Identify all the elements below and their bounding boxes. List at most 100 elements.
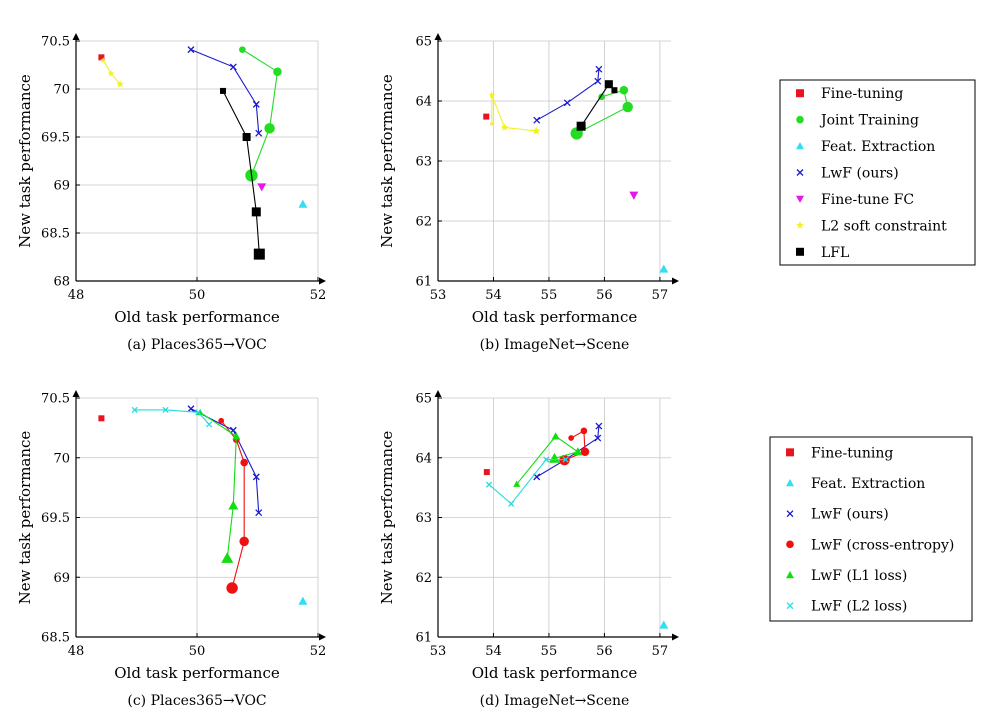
legend-entry: Feat. Extraction: [786, 476, 925, 492]
series-feat-extraction: [298, 596, 308, 605]
y-axis-arrow-icon: [434, 390, 442, 397]
data-point: [604, 80, 613, 89]
legend-label: LwF (ours): [811, 507, 889, 523]
x-axis-label: Old task performance: [114, 664, 280, 682]
legend-label: Feat. Extraction: [811, 476, 925, 492]
y-axis-label: New task performance: [378, 74, 396, 248]
x-tick-label: 57: [652, 644, 669, 659]
legend-label: L2 soft constraint: [821, 218, 947, 234]
legend-swatch-lwf-cross-entropy-icon: [786, 540, 794, 549]
series-line-lwf-ours: [536, 69, 600, 121]
data-point: [483, 469, 490, 476]
legend-label: LFL: [821, 245, 849, 261]
y-tick-label: 63: [415, 511, 432, 526]
y-tick-label: 70.5: [41, 35, 70, 50]
y-tick-label: 61: [415, 275, 432, 290]
x-axis-arrow-icon: [319, 277, 326, 285]
x-axis-arrow-icon: [672, 633, 679, 641]
y-tick-label: 61: [415, 631, 432, 646]
y-axis-arrow-icon: [72, 390, 80, 397]
x-tick-label: 54: [485, 644, 502, 659]
chart-panel-b: 53 54 55 56 57 61 62 63 64 65 Old task performance…: [378, 33, 679, 353]
series-lfl: [220, 87, 265, 260]
data-point: [264, 123, 275, 134]
data-point: [229, 63, 237, 71]
data-point: [551, 432, 560, 440]
data-point: [239, 536, 249, 547]
x-tick-label: 48: [68, 644, 85, 659]
series-line-lwf-l2-loss: [134, 409, 210, 425]
y-tick-label: 70: [53, 451, 70, 466]
data-point: [485, 481, 493, 488]
legend-entry: LwF (L1 loss): [786, 568, 907, 584]
legend-swatch-feat-extraction-icon: [786, 479, 794, 487]
legend-swatch-fine-tune-fc-icon: [796, 195, 804, 203]
chart-panel-a: 48 50 52 68 68.5 69 69.5 70 70.5 Old task perform…: [16, 33, 326, 353]
series-line-lfl: [580, 83, 615, 127]
data-point: [629, 191, 639, 200]
data-point: [229, 426, 237, 434]
legend-entry: LwF (cross-entropy): [786, 537, 954, 553]
data-point: [251, 207, 261, 217]
data-point: [257, 183, 267, 192]
data-point: [573, 447, 583, 456]
chart-panels: 48 50 52 68 68.5 69 69.5 70 70.5 Old task perform…: [16, 33, 679, 709]
data-point: [218, 417, 225, 424]
chart-caption: (d) ImageNet→Scene: [480, 693, 630, 709]
data-point: [549, 452, 560, 463]
data-point: [488, 120, 495, 127]
data-point: [239, 46, 246, 53]
data-point: [594, 77, 602, 85]
series-lwf-l1-loss: [513, 432, 583, 487]
legend-entry: Feat. Extraction: [796, 139, 935, 155]
legend-entry: LwF (L2 loss): [786, 599, 907, 615]
y-axis-arrow-icon: [434, 33, 442, 40]
chart-panel-d: 53 54 55 56 57 61 62 63 64 65 Old task performance…: [378, 390, 679, 709]
legend-label: LwF (L2 loss): [811, 599, 907, 615]
x-tick-label: 56: [596, 288, 613, 303]
y-tick-label: 70.5: [41, 392, 70, 407]
data-point: [580, 427, 588, 435]
series-line-lwf-ours: [536, 426, 600, 478]
data-point: [98, 415, 105, 422]
legend-frame: [779, 79, 976, 266]
gridlines: [438, 397, 671, 637]
data-point: [221, 552, 234, 563]
legend-entry: Fine-tune FC: [796, 192, 914, 208]
x-tick-label: 52: [310, 644, 327, 659]
data-point: [580, 447, 590, 457]
y-tick-label: 70: [53, 83, 70, 98]
y-tick-label: 68.5: [41, 631, 70, 646]
legend-top: Fine-tuning Joint Training Feat. Extractio…: [779, 79, 976, 266]
data-point: [228, 500, 239, 510]
legend-swatch-lwf-l1-loss-icon: [786, 571, 794, 579]
data-point: [576, 121, 586, 131]
series-lfl: [576, 80, 618, 131]
legend-label: Feat. Extraction: [821, 139, 935, 155]
x-axis-arrow-icon: [672, 277, 679, 285]
series-fine-tuning: [98, 415, 105, 422]
legend-label: LwF (ours): [821, 166, 899, 182]
series-line-joint-training: [242, 49, 279, 176]
y-tick-label: 62: [415, 571, 432, 586]
legend-bottom: Fine-tuning Feat. Extraction LwF (ours) LwF…: [769, 436, 973, 622]
data-point: [594, 434, 602, 442]
data-point: [531, 126, 541, 135]
legend-swatch-lwf-ours-icon: [796, 169, 804, 176]
legend-entry: LFL: [796, 245, 849, 261]
legend-label: Fine-tune FC: [821, 192, 914, 208]
legend-swatch-l2-soft-constraint-icon: [796, 221, 804, 229]
series-line-lfl: [222, 90, 260, 255]
data-point: [513, 480, 521, 487]
chart-caption: (c) Places365→VOC: [127, 693, 266, 709]
y-tick-label: 65: [415, 35, 432, 50]
data-point: [595, 422, 603, 430]
data-point: [220, 87, 227, 94]
chart-caption: (b) ImageNet→Scene: [480, 337, 630, 353]
legend-frame: [769, 436, 973, 622]
data-point: [187, 405, 195, 413]
data-point: [595, 65, 603, 73]
data-point: [298, 596, 308, 605]
data-point: [240, 458, 248, 467]
legend-entry: Joint Training: [796, 113, 919, 129]
